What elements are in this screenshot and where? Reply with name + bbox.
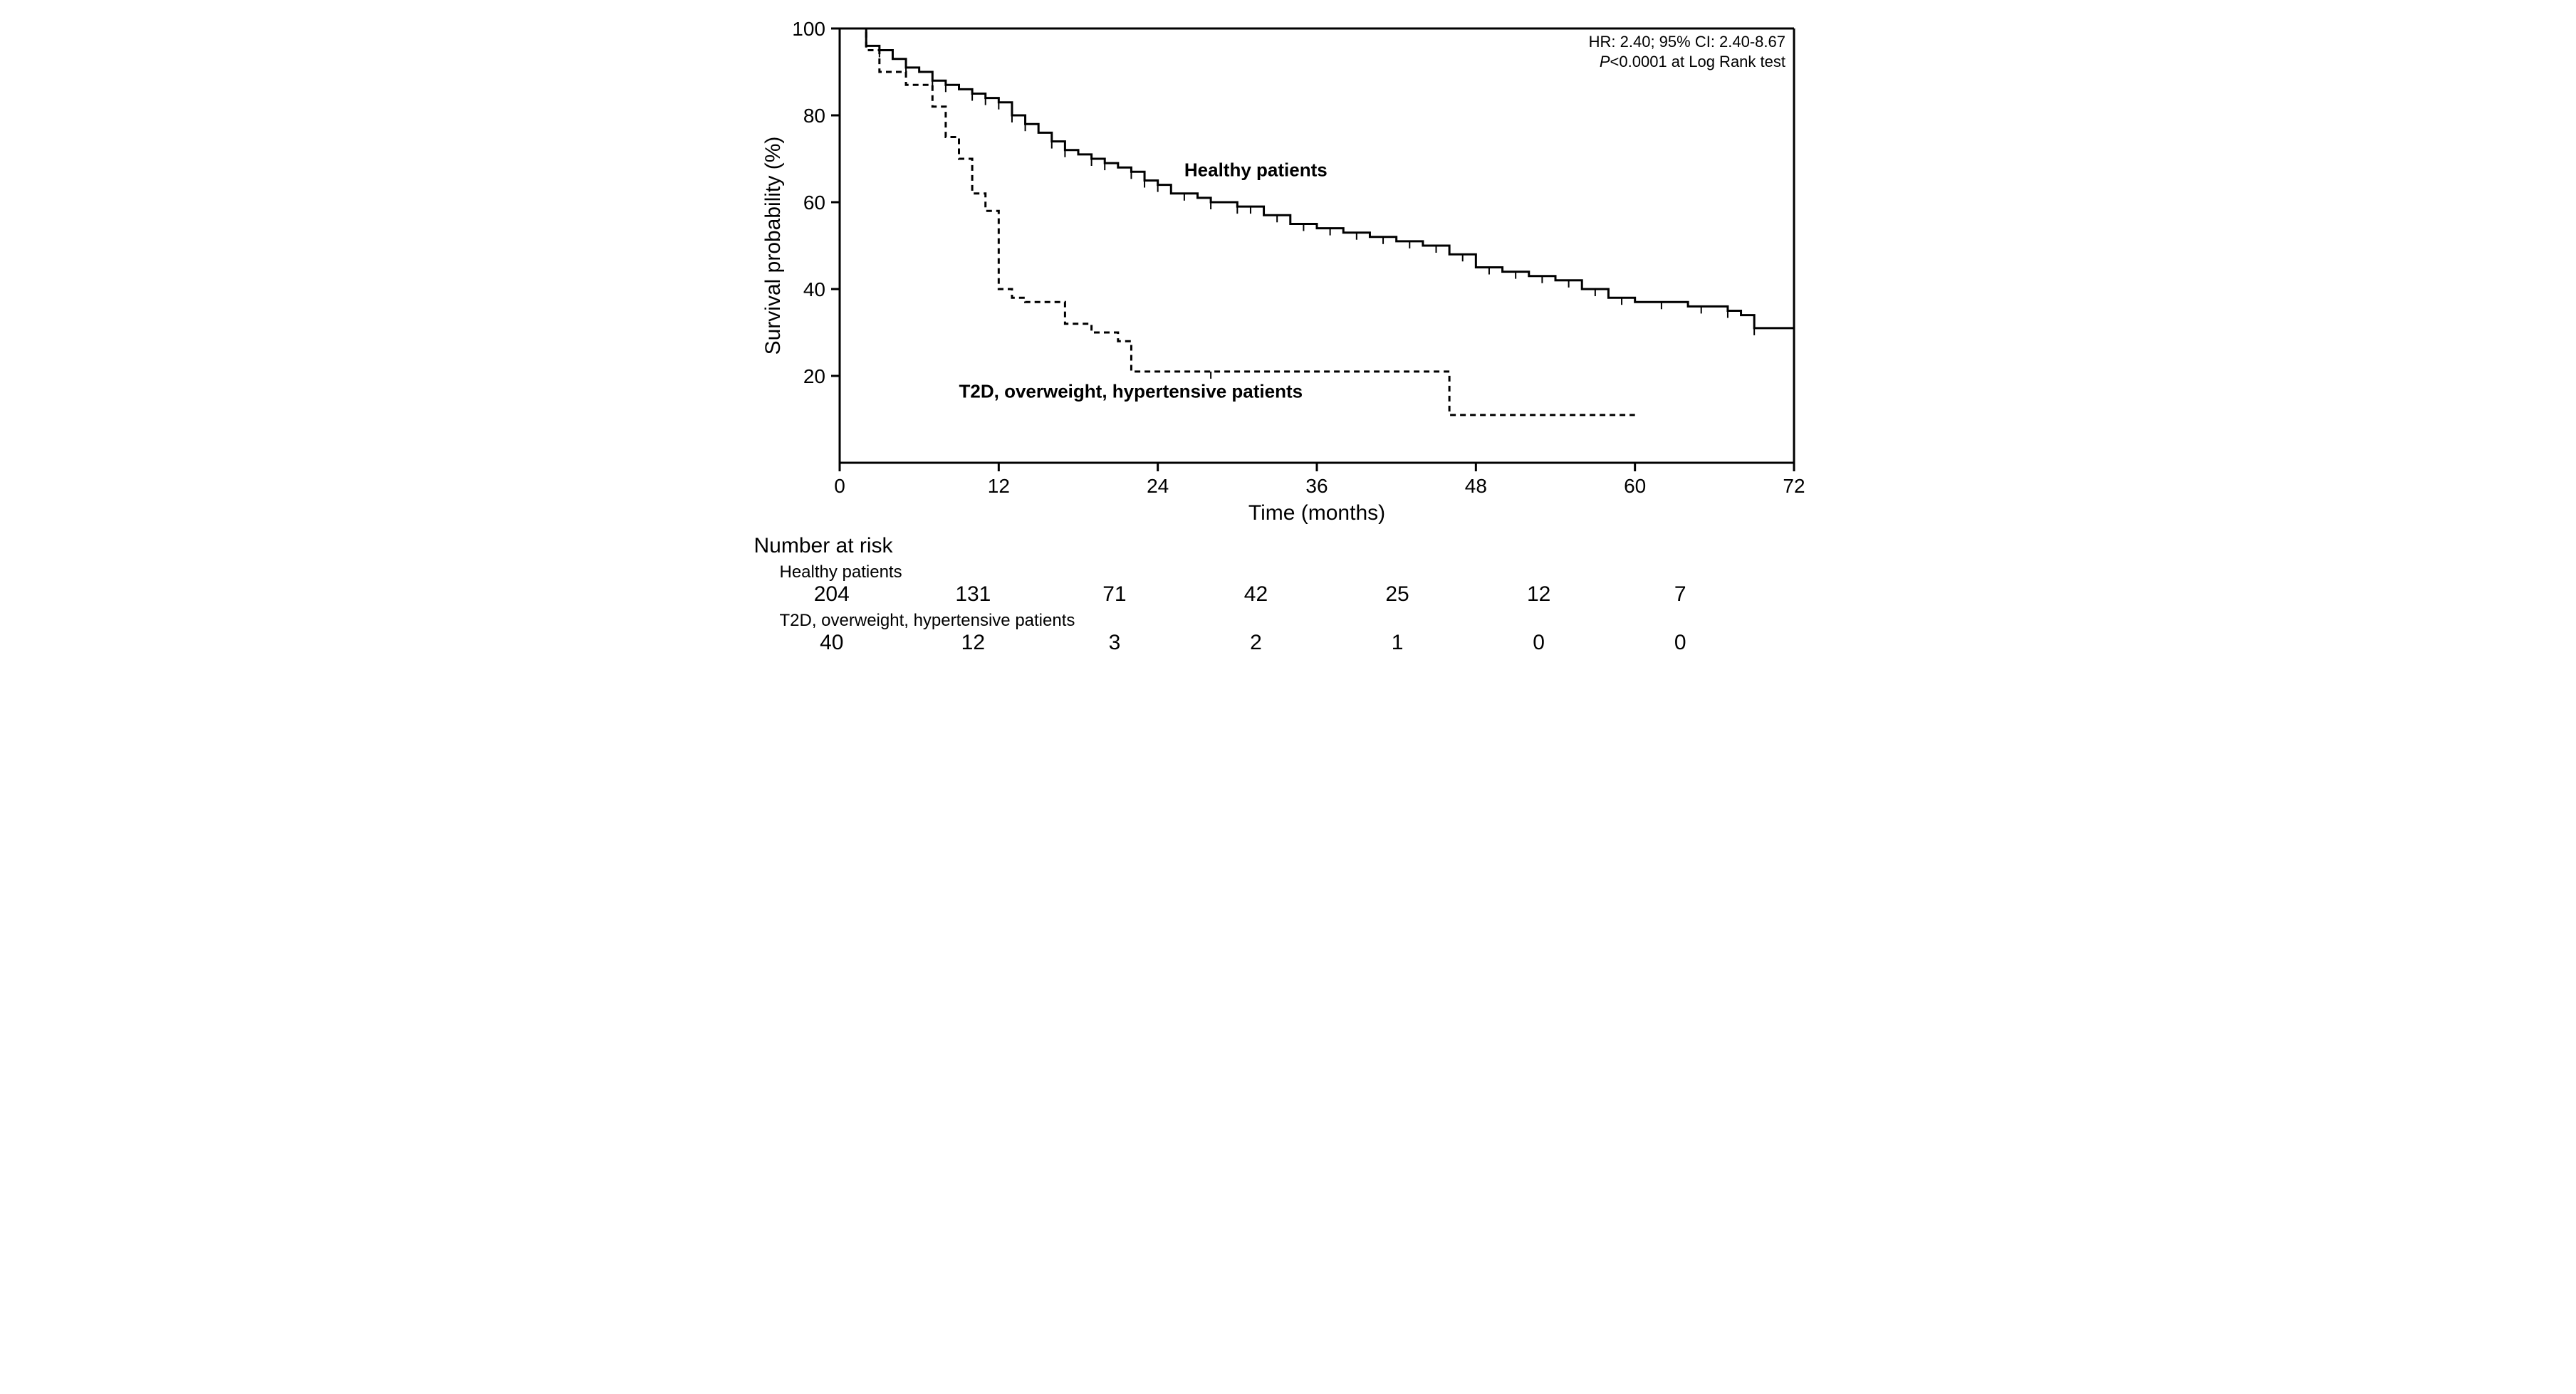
risk-table: Number at risk Healthy patients 204 131 …	[754, 534, 1823, 655]
svg-text:12: 12	[987, 475, 1009, 497]
risk-row-0-label: Healthy patients	[780, 562, 1823, 582]
svg-text:Time (months): Time (months)	[1248, 501, 1385, 525]
risk-cell: 71	[1044, 582, 1186, 607]
svg-text:40: 40	[803, 278, 825, 300]
svg-text:P<0.0001 at Log Rank test: P<0.0001 at Log Rank test	[1599, 53, 1785, 70]
svg-text:60: 60	[803, 192, 825, 214]
risk-row-0: 204 131 71 42 25 12 7	[761, 582, 1751, 607]
risk-cell: 12	[1468, 582, 1610, 607]
svg-text:Healthy patients: Healthy patients	[1184, 159, 1327, 180]
svg-text:24: 24	[1147, 475, 1169, 497]
risk-cell: 2	[1185, 631, 1327, 655]
svg-text:Survival probability (%): Survival probability (%)	[761, 137, 785, 355]
svg-text:80: 80	[803, 105, 825, 127]
risk-cell: 0	[1468, 631, 1610, 655]
svg-text:20: 20	[803, 365, 825, 387]
risk-cell: 0	[1610, 631, 1751, 655]
risk-cell: 204	[761, 582, 903, 607]
risk-cell: 1	[1327, 631, 1469, 655]
km-svg: 0 12 24 36 48 60 72 20 40 60 80 100 Time (months) Sur…	[754, 14, 1823, 527]
risk-cell: 131	[902, 582, 1044, 607]
svg-text:60: 60	[1624, 475, 1646, 497]
km-chart-container: 012243648607220406080100Time (months)Sur…	[754, 14, 1823, 655]
risk-cell: 25	[1327, 582, 1469, 607]
risk-row-1-label: T2D, overweight, hypertensive patients	[780, 611, 1823, 631]
risk-cell: 40	[761, 631, 903, 655]
risk-cell: 42	[1185, 582, 1327, 607]
svg-text:100: 100	[792, 18, 825, 40]
svg-text:0: 0	[834, 475, 845, 497]
svg-text:48: 48	[1464, 475, 1486, 497]
risk-row-1: 40 12 3 2 1 0 0	[761, 631, 1751, 655]
svg-text:HR: 2.40; 95% CI: 2.40-8.67: HR: 2.40; 95% CI: 2.40-8.67	[1588, 33, 1785, 51]
svg-text:36: 36	[1305, 475, 1328, 497]
risk-cell: 3	[1044, 631, 1186, 655]
risk-table-title: Number at risk	[754, 534, 1823, 558]
svg-text:T2D, overweight, hypertensive: T2D, overweight, hypertensive patients	[959, 381, 1303, 402]
svg-text:72: 72	[1783, 475, 1805, 497]
risk-cell: 7	[1610, 582, 1751, 607]
risk-cell: 12	[902, 631, 1044, 655]
